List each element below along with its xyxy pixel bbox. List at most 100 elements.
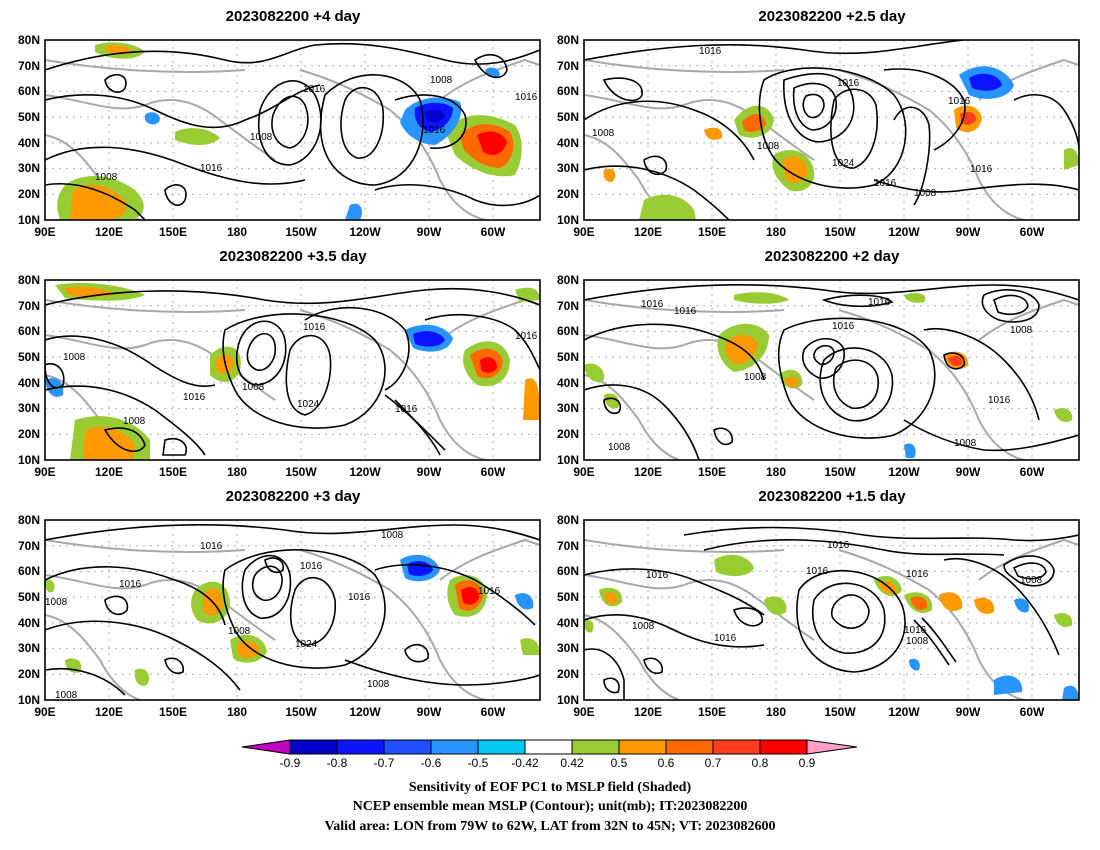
axis-tick-label: 90E xyxy=(34,465,55,479)
axis-tick-label: 60W xyxy=(1020,225,1045,239)
axis-tick-label: 120E xyxy=(95,225,123,239)
axis-tick-label: 20N xyxy=(557,427,579,441)
mslp-contours xyxy=(45,42,540,220)
axis-tick-label: 60N xyxy=(557,324,579,338)
sensitivity-shading xyxy=(584,292,1073,458)
axis-tick-label: 180 xyxy=(227,465,247,479)
map-frame xyxy=(583,519,1080,701)
panel-title: 2023082200 +3 day xyxy=(226,488,361,505)
axis-tick-label: 10N xyxy=(18,213,40,227)
contour-label: 1008 xyxy=(367,679,390,690)
axis-tick-label: 120E xyxy=(95,705,123,719)
contour-label: 1008 xyxy=(430,75,453,86)
axis-tick-label: 120W xyxy=(349,225,381,239)
colorbar-swatch xyxy=(759,739,808,755)
sensitivity-shading xyxy=(603,66,1079,220)
panel-2day: 2023082200 +2 day xyxy=(557,248,1080,479)
colorbar-labels: -0.9 -0.8 -0.7 -0.6 -0.5 -0.42 0.42 0.5 … xyxy=(280,756,816,770)
panel-3-5day: 2023082200 +3.5 day xyxy=(18,248,541,479)
axis-tick-label: 90W xyxy=(956,465,981,479)
contour-label: 1008 xyxy=(381,530,404,541)
axis-tick-label: 60W xyxy=(481,465,506,479)
map-frame xyxy=(44,519,541,701)
contour-label: 1016 xyxy=(303,84,326,95)
axis-tick-label: 30N xyxy=(18,401,40,415)
colorbar-tick-label: 0.42 xyxy=(560,756,584,770)
axis-tick-label: 150E xyxy=(159,465,187,479)
contour-labels: 1016 1016 1016 1016 1008 1016 1016 1008 … xyxy=(632,540,1043,647)
axis-tick-label: 80N xyxy=(557,33,579,47)
contour-label: 1016 xyxy=(714,633,737,644)
colorbar-swatch xyxy=(383,739,432,755)
map-frame xyxy=(44,39,541,221)
axis-tick-label: 50N xyxy=(18,590,40,604)
contour-label: 1008 xyxy=(592,128,615,139)
contour-label: 1008 xyxy=(608,442,631,453)
axis-tick-label: 90E xyxy=(34,705,55,719)
axis-tick-label: 80N xyxy=(18,33,40,47)
map-frame xyxy=(583,39,1080,221)
panel-title: 2023082200 +3.5 day xyxy=(219,248,367,265)
caption: Sensitivity of EOF PC1 to MSLP field (Sh… xyxy=(324,780,775,834)
panel-2-5day: 2023082200 +2.5 day xyxy=(557,8,1080,239)
contour-label: 1024 xyxy=(295,639,318,650)
axis-tick-label: 60N xyxy=(18,564,40,578)
contour-label: 1016 xyxy=(970,164,993,175)
axis-tick-label: 90E xyxy=(34,225,55,239)
sensitivity-shading xyxy=(57,42,522,220)
axis-tick-label: 120W xyxy=(349,465,381,479)
lat-tick-labels: 80N 70N 60N 50N 40N 30N 20N 10N xyxy=(18,33,40,227)
contour-label: 1016 xyxy=(988,395,1011,406)
panel-1-5day: 2023082200 +1.5 day xyxy=(557,488,1080,719)
colorbar-tick-label: -0.6 xyxy=(421,756,442,770)
contour-label: 1016 xyxy=(832,321,855,332)
axis-tick-label: 180 xyxy=(227,225,247,239)
panel-4day: 2023082200 +4 day xyxy=(18,8,541,239)
contour-label: 1016 xyxy=(300,561,323,572)
contour-label: 1008 xyxy=(1020,575,1043,586)
lon-tick-labels: 90E 120E 150E 180 150W 120W 90W 60W xyxy=(573,225,1045,239)
axis-tick-label: 120E xyxy=(95,465,123,479)
axis-tick-label: 70N xyxy=(557,539,579,553)
colorbar-swatch xyxy=(665,739,714,755)
axis-tick-label: 90W xyxy=(417,225,442,239)
axis-tick-label: 180 xyxy=(766,225,786,239)
axis-tick-label: 60N xyxy=(557,84,579,98)
axis-tick-label: 60W xyxy=(1020,465,1045,479)
panel-title: 2023082200 +1.5 day xyxy=(758,488,906,505)
axis-tick-label: 30N xyxy=(18,161,40,175)
map-area: 1016 1008 1016 1016 1008 1016 1024 1016 … xyxy=(45,520,540,700)
axis-tick-label: 70N xyxy=(18,539,40,553)
axis-tick-label: 150E xyxy=(698,225,726,239)
map-area: 1016 1016 1016 1016 1008 1008 1008 1016 … xyxy=(584,280,1079,460)
contour-label: 1008 xyxy=(906,636,929,647)
axis-tick-label: 150E xyxy=(698,465,726,479)
map-area: 1016 1008 1016 1008 1016 1024 1016 1008 … xyxy=(584,40,1079,220)
axis-tick-label: 50N xyxy=(18,350,40,364)
axis-tick-label: 10N xyxy=(557,453,579,467)
map-area: 1016 1016 1016 1016 1008 1016 1016 1008 … xyxy=(584,520,1079,700)
contour-label: 1016 xyxy=(515,92,538,103)
colorbar-swatch xyxy=(430,739,479,755)
panel-title: 2023082200 +2 day xyxy=(765,248,900,265)
axis-tick-label: 30N xyxy=(557,641,579,655)
axis-tick-label: 70N xyxy=(557,299,579,313)
contour-label: 1008 xyxy=(914,188,937,199)
colorbar-tick-label: 0.5 xyxy=(611,756,628,770)
contour-label: 1008 xyxy=(632,621,655,632)
caption-line-2: NCEP ensemble mean MSLP (Contour); unit(… xyxy=(353,799,748,814)
axis-tick-label: 40N xyxy=(18,616,40,630)
axis-tick-label: 80N xyxy=(557,273,579,287)
axis-tick-label: 20N xyxy=(18,667,40,681)
colorbar-tick-label: -0.7 xyxy=(374,756,395,770)
lat-tick-labels: 80N 70N 60N 50N 40N 30N 20N 10N xyxy=(18,513,40,707)
contour-label: 1016 xyxy=(641,299,664,310)
axis-tick-label: 150W xyxy=(285,465,317,479)
colorbar-left-arrow xyxy=(241,739,291,755)
colorbar-tick-label: -0.9 xyxy=(280,756,301,770)
contour-label: 1024 xyxy=(297,399,320,410)
contour-label: 1008 xyxy=(954,438,977,449)
map-area: 1008 1016 1016 1008 1016 1008 1016 xyxy=(45,40,540,220)
colorbar-swatch xyxy=(571,739,620,755)
